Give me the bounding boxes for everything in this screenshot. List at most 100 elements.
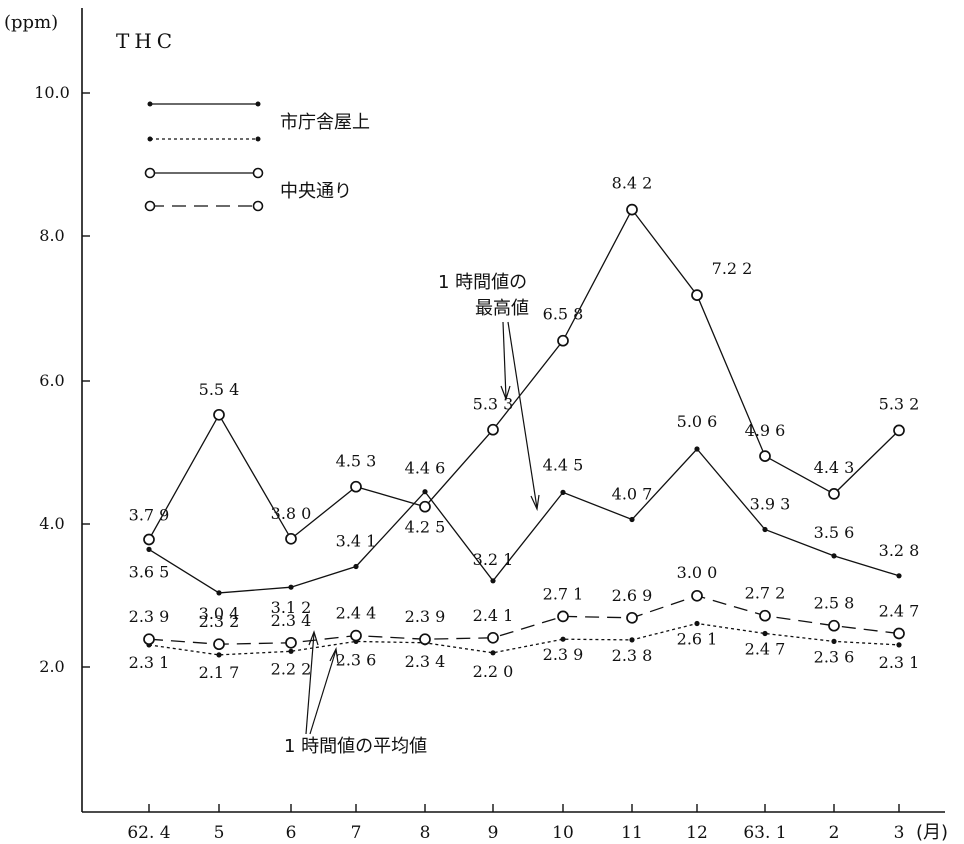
data-label: 2.4 4	[336, 604, 377, 623]
data-point	[422, 489, 428, 495]
x-ticks	[148, 804, 900, 812]
annotation-arrow	[507, 321, 538, 509]
x-axis-unit: (月)	[916, 822, 948, 843]
data-point	[143, 533, 155, 546]
annotation-arrowhead	[500, 385, 511, 401]
data-point	[213, 638, 225, 651]
x-tick-label: 8	[420, 823, 431, 843]
data-point	[896, 573, 902, 579]
data-label: 4.4 5	[543, 455, 584, 474]
data-label: 2.5 8	[814, 594, 855, 613]
data-label: 2.4 1	[473, 606, 514, 625]
data-label: 4.4 6	[405, 459, 446, 478]
data-label: 2.1 7	[199, 663, 240, 682]
data-point	[288, 648, 294, 654]
data-point	[691, 289, 703, 301]
data-point	[557, 334, 569, 347]
data-point	[490, 650, 496, 656]
data-point	[216, 590, 222, 596]
data-label: 8.4 2	[612, 174, 653, 193]
annotation-arrowhead	[329, 647, 339, 664]
y-tick-label: 4.0	[39, 514, 64, 533]
data-label: 5.3 2	[879, 394, 920, 413]
data-label: 2.3 2	[199, 612, 240, 631]
x-tick-label: 62. 4	[127, 823, 170, 843]
data-label: 5.3 3	[473, 395, 514, 414]
data-point	[893, 424, 905, 437]
annotation-arrow	[305, 632, 315, 735]
data-point	[828, 488, 840, 500]
series-line-3	[148, 595, 900, 645]
data-label: 2.4 7	[745, 640, 786, 659]
data-label: 3.0 4	[199, 604, 240, 623]
data-point	[691, 589, 703, 602]
annotation-arrowhead	[308, 630, 319, 646]
data-label: 3.0 0	[677, 563, 718, 582]
data-label: 3.1 2	[271, 598, 312, 617]
data-point	[629, 637, 635, 643]
data-label: 4.4 3	[814, 458, 855, 477]
annotation-max-line2: 最高値	[475, 298, 529, 319]
data-label: 4.0 7	[612, 485, 653, 504]
data-point	[216, 652, 222, 658]
data-label: 3.6 5	[129, 562, 170, 581]
legend-marker	[147, 136, 153, 142]
data-label: 2.4 7	[879, 602, 920, 621]
annotation-avg-text: 1 時間値の平均値	[284, 736, 427, 757]
data-label: 5.0 6	[677, 412, 718, 431]
legend-marker	[255, 136, 261, 142]
legend-marker	[144, 200, 156, 212]
x-tick-label: 63. 1	[743, 823, 786, 843]
data-label: 2.2 2	[271, 659, 312, 678]
data-label: 2.3 4	[271, 611, 312, 630]
legend-label-roof: 市庁舎屋上	[280, 112, 370, 133]
x-tick-label: 12	[686, 823, 708, 843]
x-tick-label: 9	[488, 823, 499, 843]
data-label: 2.3 6	[336, 650, 377, 669]
data-label: 2.7 2	[745, 584, 786, 603]
data-label: 2.3 1	[879, 653, 920, 672]
annotation-arrow	[309, 649, 337, 735]
data-point	[831, 638, 837, 645]
legend-marker	[147, 101, 153, 107]
data-point	[626, 611, 638, 624]
y-tick-label: 2.0	[39, 657, 64, 676]
legend-marker	[144, 167, 156, 179]
data-point	[629, 516, 635, 523]
data-point	[350, 480, 362, 493]
data-label: 3.4 1	[336, 532, 377, 551]
legend-marker	[252, 200, 264, 212]
data-point	[896, 642, 902, 648]
data-point	[353, 563, 359, 570]
data-point	[759, 450, 771, 462]
data-point	[143, 633, 155, 646]
data-point	[350, 629, 362, 642]
y-tick-label: 10.0	[34, 83, 70, 102]
x-tick-label: 3	[894, 823, 905, 843]
data-point	[828, 619, 840, 632]
data-label: 2.6 9	[612, 586, 653, 605]
x-tick-labels: 62. 4 5 6 7 8 9 10 11 12 63. 1 2 3	[127, 823, 904, 843]
data-label: 2.3 9	[129, 607, 170, 626]
x-tick-label: 2	[829, 823, 840, 843]
data-label: 7.2 2	[712, 259, 753, 278]
data-label: 2.3 8	[612, 646, 653, 665]
y-tick-label: 8.0	[39, 226, 64, 245]
data-point	[893, 627, 905, 640]
legend: 市庁舎屋上 中央通り	[144, 101, 370, 212]
data-label: 3.2 1	[473, 550, 514, 569]
data-point	[487, 631, 499, 644]
data-label: 4.9 6	[745, 421, 786, 440]
data-point	[213, 408, 225, 421]
data-label: 2.3 4	[405, 652, 446, 671]
series-line-0	[148, 448, 900, 594]
data-point	[762, 526, 768, 533]
data-point	[419, 500, 431, 513]
data-point	[560, 489, 566, 495]
y-ticks	[82, 92, 90, 668]
data-label: 2.6 1	[677, 630, 718, 649]
data-label: 3.2 8	[879, 541, 920, 560]
data-point	[487, 423, 499, 436]
data-label: 2.3 1	[129, 653, 170, 672]
